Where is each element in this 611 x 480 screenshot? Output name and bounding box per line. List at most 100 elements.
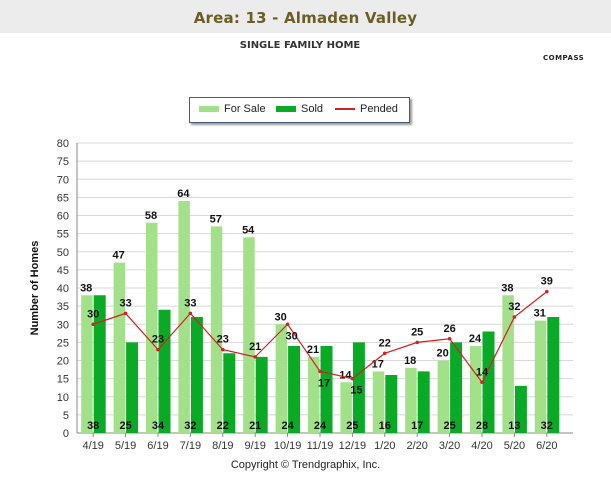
data-label-pended: 23 [152, 334, 164, 346]
data-label-for-sale: 14 [339, 369, 352, 381]
data-label-for-sale: 31 [534, 308, 546, 320]
bar-sold [385, 375, 398, 433]
y-tick-label: 30 [57, 319, 69, 331]
y-tick-label: 75 [57, 156, 69, 168]
data-label-for-sale: 17 [372, 358, 384, 370]
bar-for-sale [178, 201, 190, 433]
legend: For Sale Sold Pended [189, 97, 410, 123]
data-label-pended: 32 [508, 301, 520, 313]
x-tick-label: 6/20 [536, 440, 557, 452]
data-label-pended: 25 [411, 326, 423, 338]
data-label-pended: 33 [184, 297, 196, 309]
data-label-for-sale: 64 [177, 188, 190, 200]
data-label-for-sale: 24 [469, 333, 482, 345]
point-pended [318, 369, 322, 374]
data-label-for-sale: 58 [145, 210, 157, 222]
point-pended [253, 355, 257, 359]
bar-for-sale [81, 295, 93, 433]
bar-sold [190, 317, 203, 433]
x-tick-label: 5/20 [504, 440, 525, 452]
data-label-sold: 13 [508, 420, 520, 432]
data-label-sold: 22 [217, 420, 229, 432]
bar-sold [288, 346, 301, 433]
y-tick-label: 5 [63, 410, 69, 422]
chart-subtitle: SINGLE FAMILY HOME [239, 40, 361, 51]
bar-sold [223, 353, 236, 433]
legend-item-sold: Sold [276, 103, 323, 115]
legend-label: Pended [360, 103, 398, 115]
bar-for-sale [113, 262, 126, 433]
data-label-pended: 26 [443, 323, 455, 335]
point-pended [480, 380, 484, 385]
data-label-pended: 39 [541, 276, 553, 288]
brand-logo: COMPASS [543, 54, 585, 62]
x-tick-label: 11/19 [307, 440, 334, 452]
x-tick-label: 6/19 [147, 440, 168, 452]
point-pended [221, 347, 225, 352]
bar-sold [320, 346, 333, 433]
data-label-pended: 30 [285, 330, 297, 342]
point-pended [285, 322, 290, 327]
data-label-sold: 16 [379, 420, 391, 432]
data-label-for-sale: 21 [307, 344, 319, 356]
bar-sold [482, 331, 495, 433]
x-tick-label: 8/19 [212, 440, 233, 452]
x-tick-label: 2/20 [406, 440, 427, 452]
data-label-sold: 24 [281, 420, 294, 432]
header-band [0, 0, 611, 33]
point-pended [383, 351, 387, 356]
bar-for-sale [308, 356, 320, 433]
bar-sold [417, 371, 430, 433]
x-tick-label: 3/20 [439, 440, 460, 452]
point-pended [156, 347, 160, 352]
data-label-pended: 14 [476, 366, 489, 378]
point-pended [188, 311, 193, 316]
bar-sold [450, 342, 463, 433]
data-label-sold: 28 [476, 420, 488, 432]
bar-for-sale [534, 320, 547, 433]
legend-label: For Sale [224, 103, 266, 115]
legend-label: Sold [301, 103, 324, 115]
data-label-sold: 25 [119, 420, 131, 432]
point-pended [91, 322, 95, 327]
data-label-pended: 15 [350, 385, 362, 397]
data-label-sold: 32 [541, 420, 553, 432]
bar-for-sale [405, 367, 417, 433]
data-label-sold: 25 [346, 420, 358, 432]
bar-sold [255, 356, 268, 433]
y-tick-label: 15 [57, 374, 69, 386]
x-tick-label: 5/19 [115, 440, 136, 452]
point-pended [512, 315, 517, 319]
y-tick-label: 10 [57, 392, 69, 404]
data-label-pended: 21 [249, 341, 261, 353]
data-label-sold: 24 [314, 420, 327, 432]
x-tick-label: 12/19 [339, 440, 367, 452]
data-label-sold: 25 [443, 420, 455, 432]
x-tick-label: 10/19 [274, 440, 302, 452]
data-label-pended: 23 [217, 334, 229, 346]
y-tick-label: 80 [57, 138, 69, 150]
y-tick-label: 50 [57, 247, 69, 259]
bar-sold [126, 342, 139, 433]
bar-for-sale [275, 324, 288, 433]
y-tick-label: 70 [57, 174, 69, 186]
y-tick-label: 55 [57, 229, 69, 241]
y-tick-label: 25 [57, 337, 69, 349]
bar-for-sale [146, 222, 158, 433]
bar-for-sale [502, 295, 514, 433]
data-label-for-sale: 47 [112, 250, 124, 262]
bar-sold [352, 342, 365, 433]
point-pended [545, 289, 549, 294]
bar-sold [547, 317, 560, 433]
data-label-pended: 22 [379, 337, 391, 349]
x-tick-label: 7/19 [180, 440, 201, 452]
point-pended [350, 376, 355, 381]
legend-item-for-sale: For Sale [199, 103, 266, 115]
data-label-sold: 32 [184, 420, 196, 432]
data-label-sold: 17 [411, 420, 423, 432]
y-tick-label: 65 [57, 192, 69, 204]
y-tick-label: 20 [57, 356, 69, 368]
legend-item-pended: Pended [335, 103, 398, 115]
y-tick-label: 45 [57, 265, 69, 277]
